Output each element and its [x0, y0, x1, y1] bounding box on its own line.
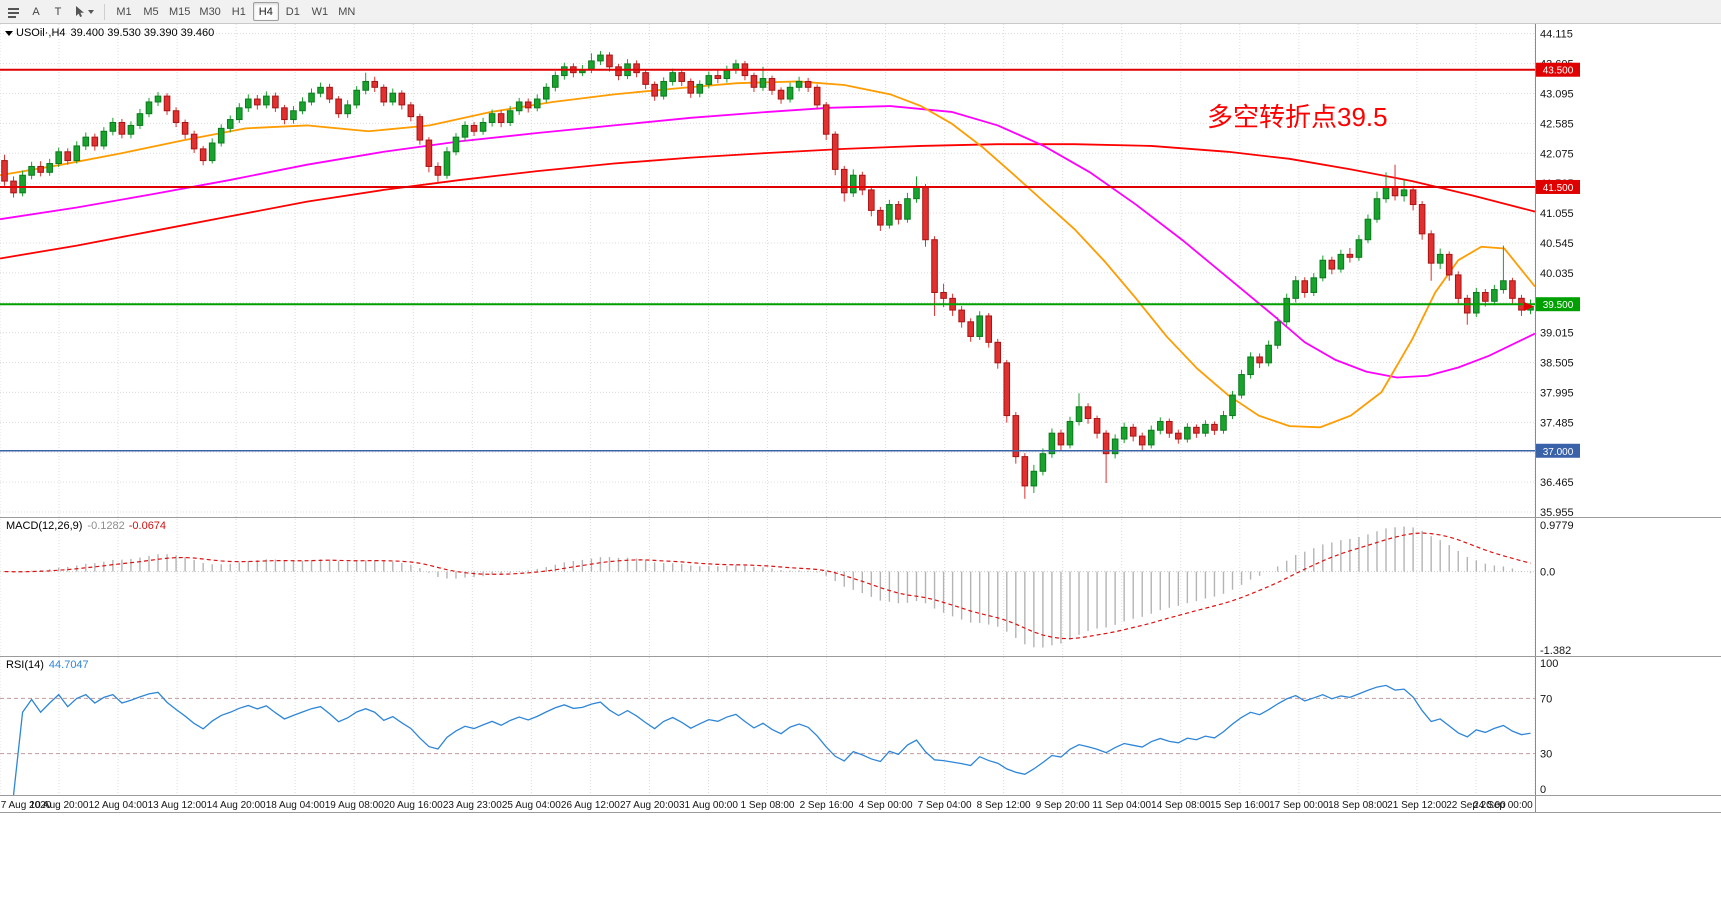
- rsi-name: RSI(14): [6, 659, 44, 671]
- svg-text:2 Sep 16:00: 2 Sep 16:00: [800, 800, 854, 811]
- svg-text:21 Sep 12:00: 21 Sep 12:00: [1387, 800, 1447, 811]
- svg-text:35.955: 35.955: [1540, 507, 1574, 519]
- svg-text:36.465: 36.465: [1540, 477, 1574, 489]
- svg-text:30: 30: [1540, 749, 1552, 761]
- svg-text:0.0: 0.0: [1540, 567, 1555, 579]
- timeframe-mn-button[interactable]: MN: [338, 5, 356, 18]
- timeframe-m30-button[interactable]: M30: [199, 5, 221, 18]
- annotation-text[interactable]: 多空转折点39.5: [1207, 102, 1388, 132]
- svg-text:4 Sep 00:00: 4 Sep 00:00: [859, 800, 913, 811]
- macd-panel: 0.9779 0.0 -1.382: [0, 520, 1574, 657]
- svg-text:38.505: 38.505: [1540, 358, 1574, 370]
- svg-text:7 Aug 2020: 7 Aug 2020: [1, 800, 52, 811]
- svg-text:41.055: 41.055: [1540, 208, 1574, 220]
- symbol-label: USOil·,H4: [16, 27, 66, 39]
- svg-text:7 Sep 04:00: 7 Sep 04:00: [918, 800, 972, 811]
- dropdown-caret-icon: [88, 9, 94, 14]
- toolbar: A T M1 M5 M15 M30 H1 H4 D1 W1 MN: [0, 0, 1721, 24]
- macd-name: MACD(12,26,9): [6, 520, 83, 532]
- svg-text:31 Aug 00:00: 31 Aug 00:00: [679, 800, 738, 811]
- svg-text:10 Aug 20:00: 10 Aug 20:00: [30, 800, 89, 811]
- svg-text:18 Aug 04:00: 18 Aug 04:00: [266, 800, 325, 811]
- arrow-label-tool-button[interactable]: A: [32, 5, 40, 18]
- macd-indicator-label: MACD(12,26,9) -0.1282 -0.0674: [6, 520, 166, 532]
- svg-text:39.500: 39.500: [1543, 300, 1574, 311]
- macd-value-signal: -0.0674: [128, 520, 167, 532]
- objects-list-button[interactable]: [3, 2, 24, 21]
- svg-text:39.015: 39.015: [1540, 328, 1574, 340]
- timeframe-buttons: M1 M5 M15 M30 H1 H4 D1 W1 MN: [111, 2, 360, 21]
- moving-averages: [0, 80, 1536, 429]
- symbol-dropdown-icon[interactable]: [5, 31, 13, 36]
- panel-separators[interactable]: [0, 517, 1721, 813]
- svg-text:25 Aug 04:00: 25 Aug 04:00: [502, 800, 561, 811]
- svg-text:24 Sep 00:00: 24 Sep 00:00: [1473, 800, 1533, 811]
- svg-text:0: 0: [1540, 784, 1546, 796]
- timeframe-h4-button[interactable]: H4: [252, 2, 279, 21]
- svg-text:43.095: 43.095: [1540, 88, 1574, 100]
- svg-text:13 Aug 12:00: 13 Aug 12:00: [148, 800, 207, 811]
- svg-text:26 Aug 12:00: 26 Aug 12:00: [561, 800, 620, 811]
- svg-text:70: 70: [1540, 693, 1552, 705]
- last-price-arrow: [1524, 302, 1534, 312]
- rsi-indicator-label: RSI(14) 44.7047: [6, 659, 89, 671]
- ma-medium: [0, 105, 1536, 379]
- arrows-tool-button[interactable]: [70, 2, 98, 21]
- svg-text:17 Sep 00:00: 17 Sep 00:00: [1269, 800, 1329, 811]
- chart-title: USOil·,H4 39.400 39.530 39.390 39.460: [5, 27, 214, 39]
- ma-fast: [0, 80, 1536, 429]
- svg-text:27 Aug 20:00: 27 Aug 20:00: [620, 800, 679, 811]
- price-axis[interactable]: 44.11543.60543.09542.58542.07541.56541.0…: [1535, 24, 1721, 812]
- text-tool-button[interactable]: T: [54, 5, 62, 18]
- svg-text:-1.382: -1.382: [1540, 645, 1571, 657]
- svg-text:11 Sep 04:00: 11 Sep 04:00: [1092, 800, 1151, 811]
- svg-text:100: 100: [1540, 658, 1558, 670]
- svg-text:23 Aug 23:00: 23 Aug 23:00: [443, 800, 502, 811]
- svg-text:40.545: 40.545: [1540, 238, 1574, 250]
- svg-text:40.035: 40.035: [1540, 268, 1574, 280]
- rsi-value: 44.7047: [48, 659, 89, 671]
- svg-text:37.000: 37.000: [1543, 447, 1574, 458]
- svg-text:9 Sep 20:00: 9 Sep 20:00: [1036, 800, 1090, 811]
- chart-gridlines: [0, 24, 1536, 796]
- svg-text:41.500: 41.500: [1543, 183, 1574, 194]
- svg-text:44.115: 44.115: [1540, 29, 1573, 41]
- list-icon: [8, 7, 19, 18]
- rsi-panel: 100 70 30 0: [0, 658, 1558, 796]
- macd-value-main: -0.1282: [87, 520, 125, 532]
- svg-text:18 Sep 08:00: 18 Sep 08:00: [1328, 800, 1388, 811]
- timeframe-h1-button[interactable]: H1: [231, 5, 246, 18]
- cursor-arrow-icon: [76, 6, 84, 17]
- svg-text:1 Sep 08:00: 1 Sep 08:00: [741, 800, 795, 811]
- svg-text:14 Aug 20:00: 14 Aug 20:00: [207, 800, 266, 811]
- timeframe-m15-button[interactable]: M15: [169, 5, 191, 18]
- svg-text:12 Aug 04:00: 12 Aug 04:00: [89, 800, 148, 811]
- svg-text:0.9779: 0.9779: [1540, 520, 1574, 532]
- candles: [1, 50, 1534, 499]
- ma-slow: [0, 143, 1536, 260]
- timeframe-w1-button[interactable]: W1: [311, 5, 329, 18]
- level-lines[interactable]: 43.500 41.500 39.500 37.000: [0, 62, 1580, 458]
- svg-text:19 Aug 08:00: 19 Aug 08:00: [325, 800, 384, 811]
- svg-text:8 Sep 12:00: 8 Sep 12:00: [977, 800, 1031, 811]
- svg-text:37.995: 37.995: [1540, 387, 1574, 399]
- svg-text:22 Sep 20:00: 22 Sep 20:00: [1446, 800, 1506, 811]
- svg-text:42.075: 42.075: [1540, 148, 1574, 160]
- svg-text:37.485: 37.485: [1540, 417, 1574, 429]
- svg-text:42.585: 42.585: [1540, 118, 1574, 130]
- timeframe-m1-button[interactable]: M1: [116, 5, 132, 18]
- timeframe-d1-button[interactable]: D1: [285, 5, 300, 18]
- toolbar-separator: [104, 3, 105, 20]
- ohlc-quote: 39.400 39.530 39.390 39.460: [70, 27, 215, 39]
- svg-text:14 Sep 08:00: 14 Sep 08:00: [1151, 800, 1211, 811]
- svg-text:15 Sep 16:00: 15 Sep 16:00: [1210, 800, 1270, 811]
- svg-text:43.500: 43.500: [1543, 66, 1574, 77]
- timeframe-m5-button[interactable]: M5: [143, 5, 159, 18]
- svg-text:20 Aug 16:00: 20 Aug 16:00: [384, 800, 443, 811]
